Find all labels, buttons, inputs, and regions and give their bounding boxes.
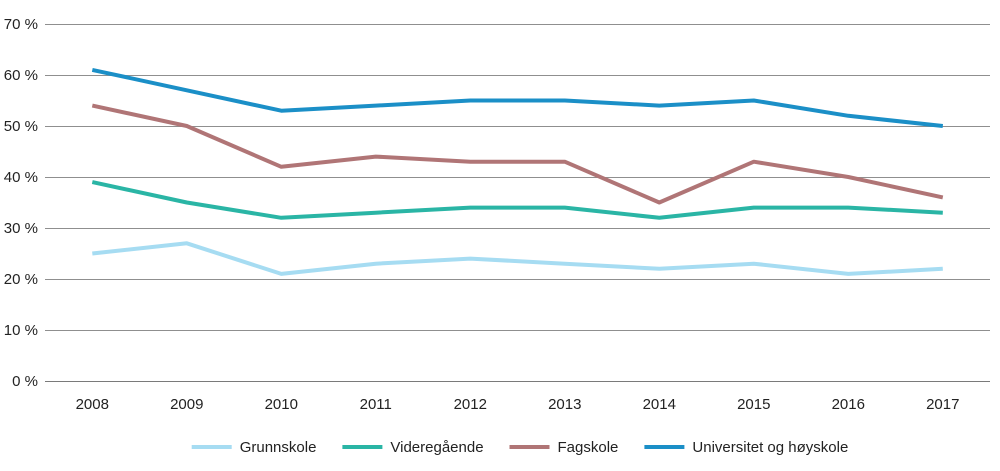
x-tick-label: 2008 (76, 396, 109, 413)
y-tick-label: 0 % (12, 373, 38, 390)
y-tick-label: 50 % (4, 118, 38, 135)
legend-label: Universitet og høyskole (692, 439, 848, 456)
legend-item: Videregående (342, 439, 484, 456)
legend-item: Fagskole (509, 439, 619, 456)
legend: Grunnskole Videregående Fagskole Universite… (191, 439, 848, 456)
x-tick-label: 2017 (926, 396, 959, 413)
x-tick-label: 2015 (737, 396, 770, 413)
y-tick-label: 60 % (4, 67, 38, 84)
series-line-grunnskole (92, 241, 943, 276)
x-tick-label: 2014 (643, 396, 676, 413)
y-tick-label: 10 % (4, 322, 38, 339)
x-tick-label: 2009 (170, 396, 203, 413)
series-lines (91, 67, 944, 276)
y-tick-label: 20 % (4, 271, 38, 288)
x-tick-label: 2016 (832, 396, 865, 413)
legend-label: Fagskole (558, 439, 619, 456)
series-line-videregående (91, 180, 943, 220)
x-tick-label: 2013 (548, 396, 581, 413)
y-tick-label: 40 % (4, 169, 38, 186)
x-axis-tick-labels: 2008 2009 2010 2011 2012 2013 2014 2015 2016 2017 (76, 396, 960, 413)
series-line-fagskole (91, 103, 944, 205)
legend-label: Videregående (390, 439, 483, 456)
y-tick-label: 70 % (4, 16, 38, 33)
x-tick-label: 2011 (360, 396, 392, 413)
legend-item: Grunnskole (191, 439, 317, 456)
legend-label: Grunnskole (240, 439, 317, 456)
x-tick-label: 2012 (454, 396, 487, 413)
y-axis-tick-labels: 0 % 10 % 20 % 30 % 40 % 50 % 60 % 70 % (4, 16, 38, 390)
x-tick-label: 2010 (265, 396, 298, 413)
y-tick-label: 30 % (4, 220, 38, 237)
series-line-universitet-og-høyskole (91, 67, 944, 128)
legend-item: Universitet og høyskole (644, 439, 848, 456)
gridlines (45, 24, 990, 382)
